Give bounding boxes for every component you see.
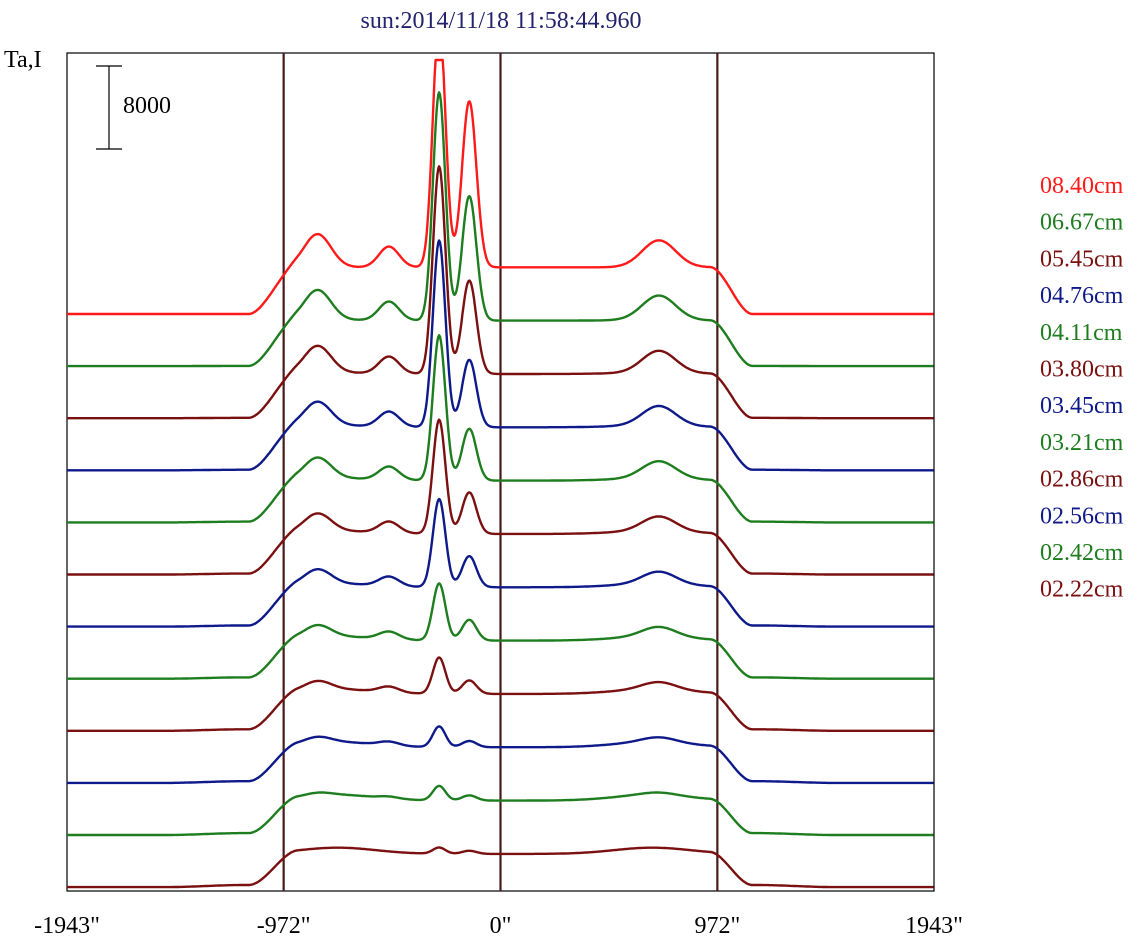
series-line-03.21cm bbox=[66, 582, 934, 680]
legend-entry-7: 03.21cm bbox=[1040, 430, 1124, 456]
x-tick-label-4: 1943" bbox=[905, 913, 963, 939]
legend-entry-8: 02.86cm bbox=[1040, 467, 1124, 493]
x-tick-label-0: -1943" bbox=[34, 913, 100, 939]
chart-title: sun:2014/11/18 11:58:44.960 bbox=[361, 8, 642, 34]
x-tick-labels: -1943" -972" 0" 972" 1943" bbox=[34, 913, 963, 939]
series-curves bbox=[66, 58, 934, 889]
series-line-02.56cm bbox=[66, 725, 934, 785]
x-tick-label-2: 0" bbox=[490, 913, 512, 939]
series-line-08.40cm bbox=[66, 58, 934, 316]
x-tick-label-1: -972" bbox=[257, 913, 311, 939]
scale-bar-label: 8000 bbox=[123, 93, 171, 119]
legend-entry-5: 03.80cm bbox=[1040, 357, 1124, 383]
series-line-02.86cm bbox=[66, 656, 934, 732]
y-axis-label: Ta,I bbox=[4, 47, 42, 73]
series-line-03.80cm bbox=[66, 418, 934, 576]
legend-entry-6: 03.45cm bbox=[1040, 393, 1124, 419]
series-line-03.45cm bbox=[66, 497, 934, 628]
legend-entry-10: 02.42cm bbox=[1040, 540, 1124, 566]
legend-entry-4: 04.11cm bbox=[1040, 320, 1123, 346]
series-line-04.11cm bbox=[66, 334, 934, 524]
reference-lines bbox=[282, 53, 719, 891]
series-line-04.76cm bbox=[66, 239, 934, 472]
series-line-05.45cm bbox=[66, 165, 934, 420]
scale-bar: 8000 bbox=[96, 65, 171, 150]
series-line-06.67cm bbox=[66, 91, 934, 368]
x-tick-label-3: 972" bbox=[694, 913, 740, 939]
series-line-02.22cm bbox=[66, 846, 934, 889]
legend-entry-0: 08.40cm bbox=[1040, 173, 1124, 199]
legend-entry-11: 02.22cm bbox=[1040, 577, 1124, 603]
legend-entry-2: 05.45cm bbox=[1040, 246, 1124, 272]
legend-entry-9: 02.56cm bbox=[1040, 503, 1124, 529]
legend: 08.40cm 06.67cm 05.45cm 04.76cm 04.11cm 03.80… bbox=[1040, 173, 1124, 603]
legend-entry-1: 06.67cm bbox=[1040, 210, 1124, 236]
legend-entry-3: 04.76cm bbox=[1040, 283, 1124, 309]
series-line-02.42cm bbox=[66, 784, 934, 837]
